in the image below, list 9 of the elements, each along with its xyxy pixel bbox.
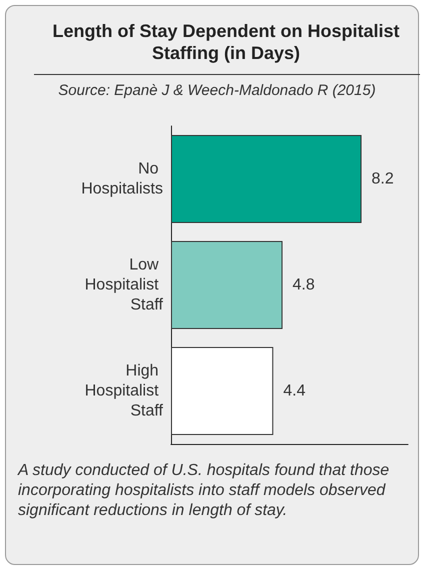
- text: A study conducted of U.S. hospitals found that those incorporating hospitalists into staff models observed significant reductions in length of stay.: [18, 461, 390, 521]
- y-tick-label: No Hospitalists: [81, 160, 163, 198]
- chart-title: Length of Stay Dependent on Hospitalist Staffing (in Days): [51, 20, 400, 64]
- data-label: 8.2: [372, 170, 394, 188]
- chart-subtitle: Source: Epanè J & Weech-Maldonado R (2015): [57, 82, 377, 99]
- y-tick-label: High Hospitalist Staff: [84, 362, 164, 420]
- data-label: 4.4: [283, 382, 306, 400]
- y-tick-label: Low Hospitalist Staff: [84, 256, 164, 314]
- data-label: 4.8: [292, 276, 315, 294]
